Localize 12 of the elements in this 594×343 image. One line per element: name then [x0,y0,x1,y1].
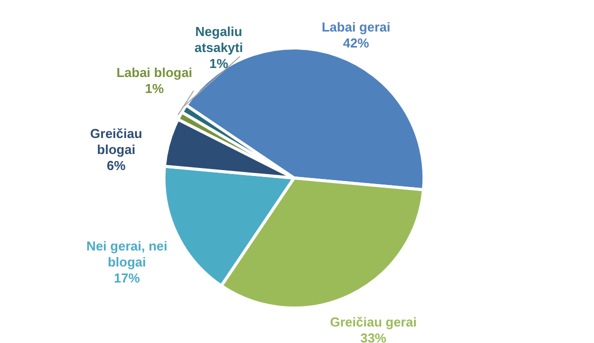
data-label: 1% [144,81,164,96]
data-label: 1% [209,56,229,71]
slice-label: Greičiau gerai [330,314,417,330]
slice-label: Nei gerai, nei blogai [86,238,168,270]
slice-label: Labai gerai [322,19,390,34]
data-label: 6% [106,158,126,173]
slice-label: Negaliu atsakyti [194,24,243,55]
slice-label: Greičiau blogai [90,126,142,157]
data-label: 17% [114,270,140,286]
data-label: 33% [360,330,387,343]
slice-label: Labai blogai [116,65,192,80]
data-label: 42% [343,35,370,50]
